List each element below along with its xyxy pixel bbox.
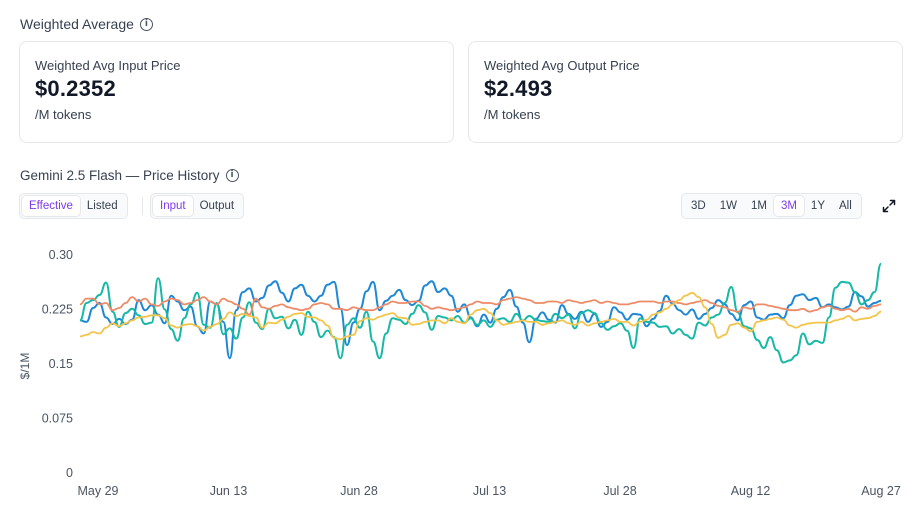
input-price-card: Weighted Avg Input Price $0.2352 /M toke… xyxy=(19,41,454,143)
direction-input[interactable]: Input xyxy=(153,196,193,216)
output-price-value: $2.493 xyxy=(484,76,553,101)
time-range-toggle: 3D 1W 1M 3M 1Y All xyxy=(681,193,862,219)
price-type-toggle: Effective Listed xyxy=(19,193,128,219)
input-price-label: Weighted Avg Input Price xyxy=(35,58,181,73)
x-tick-label: Jun 28 xyxy=(340,484,378,498)
range-1y[interactable]: 1Y xyxy=(810,200,825,212)
x-tick-label: Jun 13 xyxy=(210,484,248,498)
x-tick-label: Aug 12 xyxy=(731,484,771,498)
input-price-unit: /M tokens xyxy=(35,107,92,122)
output-price-card: Weighted Avg Output Price $2.493 /M toke… xyxy=(468,41,903,143)
info-icon[interactable]: i xyxy=(139,17,153,31)
expand-icon[interactable] xyxy=(881,198,897,214)
y-axis-ticks: 0.30 0.225 0.15 0.075 0 xyxy=(42,248,73,480)
y-axis-label: $/1M xyxy=(18,353,32,380)
input-price-value: $0.2352 xyxy=(35,76,116,101)
range-3d[interactable]: 3D xyxy=(691,200,706,212)
y-tick-label: 0.30 xyxy=(49,248,73,262)
y-tick-label: 0.15 xyxy=(49,357,73,371)
output-price-label: Weighted Avg Output Price xyxy=(484,58,640,73)
weighted-average-label: Weighted Average xyxy=(20,16,134,32)
output-price-unit: /M tokens xyxy=(484,107,541,122)
toolbar-divider xyxy=(142,197,143,215)
price-type-effective[interactable]: Effective xyxy=(22,196,80,216)
price-history-chart: 0.30 0.225 0.15 0.075 0 May 29 Jun 13 Jun 28 Ju… xyxy=(18,248,901,498)
x-axis-ticks: May 29 Jun 13 Jun 28 Jul 13 Jul 28 Aug 12 Aug … xyxy=(78,484,901,498)
y-tick-label: 0.225 xyxy=(42,303,73,317)
range-1m[interactable]: 1M xyxy=(750,200,767,212)
x-tick-label: May 29 xyxy=(78,484,119,498)
chart-lines xyxy=(79,262,882,364)
series-line-4 xyxy=(79,291,882,341)
range-1w[interactable]: 1W xyxy=(719,200,737,212)
direction-toggle: Input Output xyxy=(150,193,245,219)
x-tick-label: Jul 13 xyxy=(473,484,506,498)
weighted-average-title: Weighted Average i xyxy=(20,16,153,32)
chart-title: Gemini 2.5 Flash — Price History i xyxy=(20,168,239,183)
x-tick-label: Aug 27 xyxy=(861,484,901,498)
chart-title-label: Gemini 2.5 Flash — Price History xyxy=(20,168,220,183)
x-tick-label: Jul 28 xyxy=(603,484,636,498)
y-tick-label: 0 xyxy=(66,466,73,480)
series-line-3 xyxy=(79,296,882,316)
range-all[interactable]: All xyxy=(839,200,852,212)
direction-output[interactable]: Output xyxy=(199,200,235,212)
info-icon[interactable]: i xyxy=(225,169,239,182)
range-3m[interactable]: 3M xyxy=(773,196,804,216)
y-tick-label: 0.075 xyxy=(42,412,73,426)
series-line-2 xyxy=(79,262,882,364)
price-type-listed[interactable]: Listed xyxy=(86,200,118,212)
